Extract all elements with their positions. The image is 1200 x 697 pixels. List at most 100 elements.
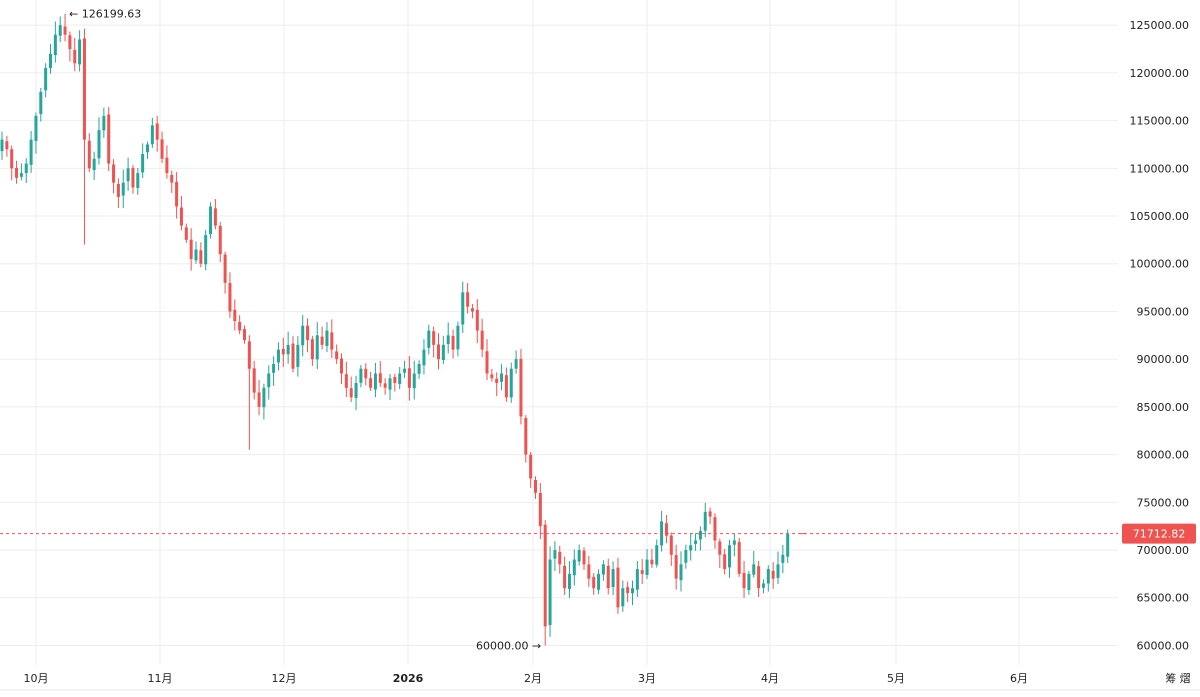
x-tick-label: 4月 bbox=[761, 672, 779, 685]
candle-body bbox=[373, 373, 377, 390]
candle-body bbox=[461, 292, 465, 325]
candle-body bbox=[39, 91, 43, 115]
current-price-badge bbox=[1122, 523, 1196, 544]
candle-body bbox=[742, 572, 746, 589]
candle-body bbox=[606, 565, 610, 589]
candle-body bbox=[626, 587, 630, 593]
candle-body bbox=[223, 254, 227, 283]
candle-body bbox=[674, 555, 678, 579]
candle-body bbox=[73, 50, 77, 64]
candle-body bbox=[698, 530, 702, 540]
candle-body bbox=[121, 182, 125, 196]
candle-body bbox=[597, 573, 601, 590]
candle-body bbox=[509, 368, 513, 398]
candle-body bbox=[446, 335, 450, 345]
candle-body bbox=[732, 540, 736, 545]
candle-body bbox=[213, 208, 217, 226]
candle-body bbox=[141, 154, 145, 173]
corner-label: 筹 熠 bbox=[1165, 671, 1191, 685]
candle-body bbox=[184, 227, 188, 240]
candle-body bbox=[364, 368, 368, 379]
y-tick-label: 105000.00 bbox=[1130, 210, 1190, 223]
candle-body bbox=[175, 181, 179, 207]
candle-body bbox=[155, 123, 159, 140]
candle-body bbox=[296, 344, 300, 367]
candle-body bbox=[728, 545, 731, 568]
candle-body bbox=[534, 479, 537, 493]
candle-body bbox=[189, 239, 193, 259]
candle-body bbox=[572, 559, 576, 576]
candle-body bbox=[567, 573, 571, 589]
candle-body bbox=[310, 339, 314, 360]
candle-layer bbox=[0, 13, 790, 646]
y-tick-label: 120000.00 bbox=[1130, 67, 1190, 80]
candle-body bbox=[776, 564, 780, 578]
candle-body bbox=[766, 569, 770, 584]
candle-body bbox=[403, 368, 407, 373]
candle-body bbox=[170, 174, 174, 183]
candle-body bbox=[247, 341, 251, 369]
candle-body bbox=[417, 363, 421, 374]
candle-body bbox=[538, 493, 542, 527]
candle-body bbox=[504, 375, 508, 398]
candle-body bbox=[524, 417, 528, 455]
y-tick-label: 75000.00 bbox=[1137, 496, 1190, 509]
candle-body bbox=[669, 535, 673, 555]
y-tick-label: 80000.00 bbox=[1137, 449, 1190, 462]
candle-body bbox=[29, 139, 33, 165]
candle-body bbox=[146, 144, 149, 153]
annotation-layer: ← 126199.63 60000.00 → bbox=[69, 8, 806, 652]
candle-body bbox=[281, 348, 285, 355]
candle-body bbox=[63, 26, 67, 35]
candle-body bbox=[451, 335, 455, 350]
candle-body bbox=[737, 542, 741, 574]
candle-body bbox=[209, 206, 213, 235]
candle-body bbox=[519, 358, 523, 417]
candle-body bbox=[441, 344, 445, 361]
candle-body bbox=[655, 545, 659, 565]
x-tick-label: 10月 bbox=[24, 672, 49, 685]
candle-body bbox=[78, 39, 82, 65]
candle-body bbox=[781, 554, 785, 563]
candle-body bbox=[233, 309, 237, 322]
candle-body bbox=[694, 540, 698, 544]
candle-body bbox=[718, 541, 722, 555]
candle-body bbox=[82, 38, 86, 140]
y-tick-label: 85000.00 bbox=[1137, 401, 1190, 414]
candle-body bbox=[257, 392, 261, 407]
candle-body bbox=[703, 511, 707, 531]
candle-body bbox=[786, 533, 790, 557]
candle-body bbox=[635, 569, 639, 590]
candle-body bbox=[58, 25, 62, 36]
candle-body bbox=[388, 378, 392, 390]
candle-body bbox=[204, 235, 208, 265]
candle-body bbox=[340, 358, 343, 374]
candle-body bbox=[495, 378, 499, 384]
candle-body bbox=[664, 523, 668, 536]
candle-body bbox=[276, 349, 280, 363]
candle-body bbox=[228, 283, 232, 312]
candle-body bbox=[412, 373, 416, 389]
y-tick-label: 70000.00 bbox=[1137, 544, 1190, 557]
current-price-label: 71712.82 bbox=[1133, 528, 1186, 541]
candle-body bbox=[378, 373, 382, 384]
candle-body bbox=[252, 368, 256, 393]
candle-body bbox=[427, 330, 431, 348]
candle-body bbox=[708, 511, 712, 517]
candle-body bbox=[160, 139, 164, 159]
x-tick-label: 2026 bbox=[393, 672, 424, 685]
candle-body bbox=[757, 566, 761, 589]
candle-body bbox=[398, 373, 402, 384]
candle-body bbox=[15, 167, 19, 178]
candle-body bbox=[645, 559, 649, 576]
candle-body bbox=[272, 363, 276, 373]
candle-body bbox=[771, 570, 775, 579]
candle-body bbox=[107, 114, 111, 164]
candle-body bbox=[679, 564, 683, 581]
candle-body bbox=[194, 249, 198, 261]
candle-body bbox=[631, 588, 634, 594]
candle-body bbox=[354, 383, 358, 398]
candle-body bbox=[325, 330, 329, 347]
candle-body bbox=[218, 225, 222, 255]
y-tick-label: 125000.00 bbox=[1130, 19, 1190, 32]
